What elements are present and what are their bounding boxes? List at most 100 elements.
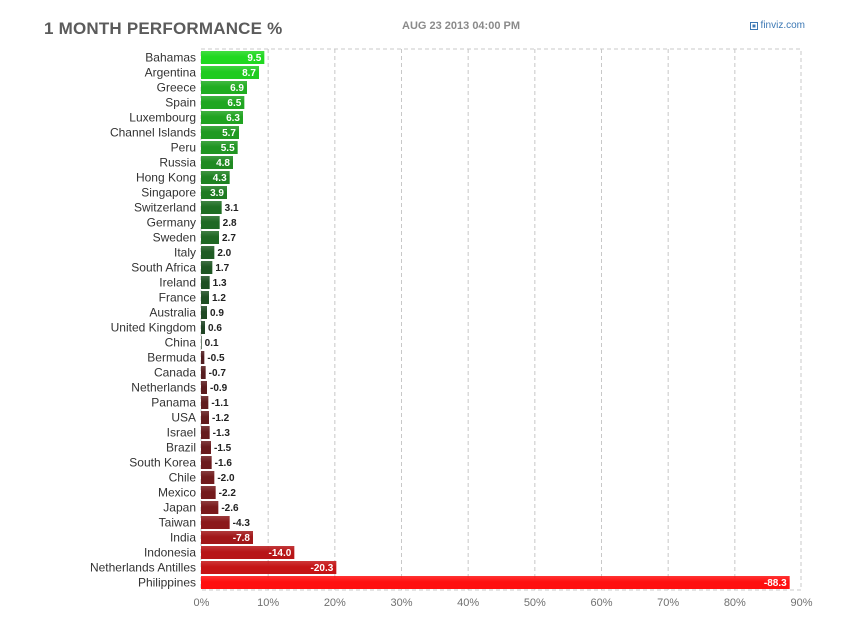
category-label: Russia <box>159 156 196 170</box>
category-label: Brazil <box>166 441 196 455</box>
bar[interactable] <box>201 231 219 244</box>
bar[interactable] <box>201 81 247 94</box>
bar[interactable] <box>201 516 230 529</box>
category-label: Indonesia <box>144 546 196 560</box>
category-label: India <box>170 531 196 545</box>
value-label: -0.7 <box>209 368 227 379</box>
bar[interactable] <box>201 171 230 184</box>
category-label: Japan <box>163 501 196 515</box>
bar[interactable] <box>201 51 265 64</box>
chart-title: 1 MONTH PERFORMANCE % <box>44 19 283 38</box>
bar[interactable] <box>201 336 202 349</box>
category-label: Argentina <box>145 66 197 80</box>
finviz-logo-icon <box>749 21 758 30</box>
bar[interactable] <box>201 471 215 484</box>
grid <box>200 48 802 591</box>
category-label: Panama <box>151 396 196 410</box>
bar[interactable] <box>201 561 337 574</box>
category-label: Israel <box>167 426 196 440</box>
category-label: Australia <box>149 306 196 320</box>
value-label: -2.2 <box>219 488 237 499</box>
value-label: 5.5 <box>221 143 235 154</box>
value-label: 2.0 <box>217 248 231 259</box>
category-label: Italy <box>174 246 196 260</box>
value-label: -0.9 <box>210 383 228 394</box>
bar[interactable] <box>201 546 295 559</box>
bar[interactable] <box>201 411 209 424</box>
brand-link[interactable]: finviz.com <box>749 20 805 31</box>
bar[interactable] <box>201 276 210 289</box>
category-label: South Korea <box>129 456 196 470</box>
bar[interactable] <box>201 501 219 514</box>
bar[interactable] <box>201 366 206 379</box>
bar[interactable] <box>201 111 243 124</box>
value-label: 4.8 <box>216 158 230 169</box>
bar[interactable] <box>201 126 239 139</box>
chart-timestamp: AUG 23 2013 04:00 PM <box>402 20 521 32</box>
value-label: -4.3 <box>233 518 251 529</box>
value-label: -1.2 <box>212 413 230 424</box>
value-label: -1.3 <box>213 428 231 439</box>
value-label: 1.7 <box>215 263 229 274</box>
bar[interactable] <box>201 576 790 589</box>
category-label: Germany <box>147 216 196 230</box>
bar[interactable] <box>201 351 205 364</box>
category-label: Singapore <box>141 186 196 200</box>
bar[interactable] <box>201 456 212 469</box>
value-label: -0.5 <box>207 353 225 364</box>
value-label: 2.8 <box>223 218 237 229</box>
x-tick-label: 50% <box>524 597 546 609</box>
category-label: Chile <box>169 471 197 485</box>
value-label: -14.0 <box>269 548 292 559</box>
x-tick-label: 0% <box>194 597 210 609</box>
category-label: China <box>165 336 197 350</box>
value-label: 9.5 <box>247 53 261 64</box>
x-tick-label: 10% <box>257 597 279 609</box>
x-tick-label: 60% <box>590 597 612 609</box>
bar[interactable] <box>201 156 233 169</box>
bar[interactable] <box>201 66 259 79</box>
bar[interactable] <box>201 186 227 199</box>
category-label: Switzerland <box>134 201 196 215</box>
value-label: 6.5 <box>227 98 241 109</box>
bar[interactable] <box>201 441 211 454</box>
value-label: -1.1 <box>211 398 229 409</box>
value-label: -7.8 <box>233 533 251 544</box>
value-label: 6.9 <box>230 83 244 94</box>
bar[interactable] <box>201 201 222 214</box>
bar[interactable] <box>201 216 220 229</box>
category-label: Bahamas <box>145 51 196 65</box>
category-label: Hong Kong <box>136 171 196 185</box>
bar[interactable] <box>201 426 210 439</box>
value-label: -20.3 <box>311 563 334 574</box>
category-label: USA <box>171 411 196 425</box>
bar[interactable] <box>201 141 238 154</box>
bar[interactable] <box>201 396 209 409</box>
bar[interactable] <box>201 531 253 544</box>
category-label: Philippines <box>138 576 196 590</box>
value-label: -1.6 <box>215 458 233 469</box>
bar[interactable] <box>201 321 205 334</box>
bar[interactable] <box>201 381 207 394</box>
value-label: 0.9 <box>210 308 224 319</box>
bar[interactable] <box>201 486 216 499</box>
value-label: 1.2 <box>212 293 226 304</box>
plot-border <box>200 48 802 591</box>
category-label: South Africa <box>131 261 196 275</box>
category-label: France <box>159 291 197 305</box>
category-label: Canada <box>154 366 196 380</box>
x-axis-ticks: 0% 10% 20% 30% 40% 50% 60% 70% 80% 90% <box>194 597 813 609</box>
bar[interactable] <box>201 246 215 259</box>
value-label: 3.1 <box>225 203 239 214</box>
value-labels: 9.5 8.7 6.9 6.5 6.3 5.7 5.5 4.8 4.3 3.93.1 2.8 2.7 2… <box>205 53 787 589</box>
bar[interactable] <box>201 291 209 304</box>
category-label: Spain <box>165 96 196 110</box>
category-label: Netherlands <box>131 381 196 395</box>
value-label: 6.3 <box>226 113 240 124</box>
bars <box>201 51 790 589</box>
bar[interactable] <box>201 261 213 274</box>
bar[interactable] <box>201 96 245 109</box>
bar[interactable] <box>201 306 207 319</box>
value-label: -1.5 <box>214 443 232 454</box>
